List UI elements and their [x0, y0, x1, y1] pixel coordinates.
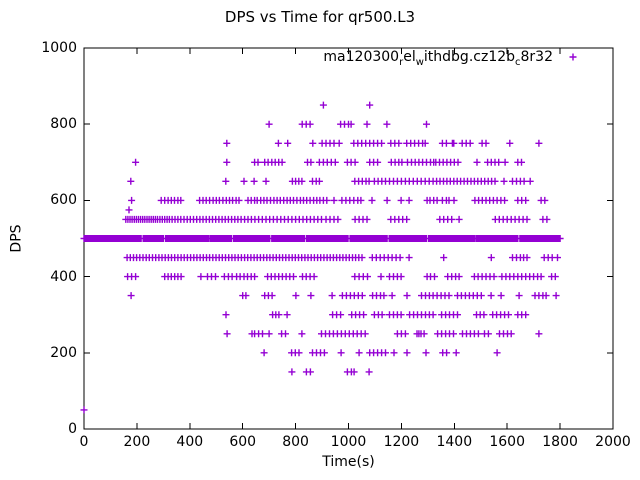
- x-tick-label: 800: [282, 434, 309, 450]
- x-tick-label: 1000: [330, 434, 367, 450]
- chart-title: DPS vs Time for qr500.L3: [224, 8, 416, 26]
- y-tick-label: 600: [50, 192, 77, 209]
- legend-label-part: el: [403, 49, 416, 65]
- y-tick-label: 400: [50, 268, 77, 285]
- legend-label-subscript: w: [415, 56, 424, 68]
- x-axis-label: Time(s): [322, 454, 375, 470]
- scatter-points: [80, 101, 561, 414]
- x-tick-label: 1800: [542, 434, 578, 450]
- y-tick-label: 800: [50, 116, 77, 133]
- legend-label-part: 8r32: [520, 49, 553, 65]
- y-tick-label: 0: [68, 421, 77, 437]
- x-tick-label: 2000: [595, 434, 631, 450]
- legend-plus-marker-icon: [569, 53, 577, 61]
- legend-label-part: ithdbg.cz12b: [423, 49, 516, 65]
- x-tick-label: 1600: [489, 434, 525, 450]
- x-tick-label: 1200: [383, 434, 420, 450]
- x-tick-label: 200: [123, 434, 151, 450]
- scatter-dense-band-500: [80, 235, 564, 242]
- x-tick-label: 0: [79, 434, 89, 450]
- x-tick-label: 1400: [436, 434, 473, 450]
- y-tick-label: 1000: [41, 40, 77, 56]
- x-tick-label: 400: [176, 434, 204, 450]
- x-tick-label: 600: [229, 434, 257, 450]
- axis-ticks: [83, 47, 614, 430]
- legend-label-subscript: r: [399, 56, 404, 68]
- legend-label-part: ma120300: [323, 49, 400, 65]
- y-tick-label: 200: [50, 344, 77, 361]
- legend-label: ma120300relwithdbg.cz12bc8r32: [323, 48, 553, 72]
- legend-label-subscript: c: [515, 56, 521, 68]
